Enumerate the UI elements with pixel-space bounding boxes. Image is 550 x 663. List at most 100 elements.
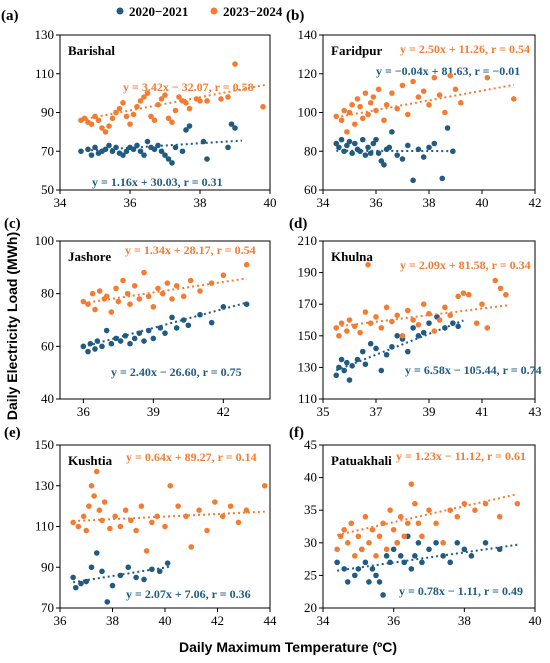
data-point-2023-2024	[212, 499, 218, 505]
data-point-2023-2024	[408, 481, 415, 487]
data-point-2020-2021	[362, 361, 369, 368]
data-point-2023-2024	[415, 94, 422, 100]
data-point-2020-2021	[444, 125, 451, 131]
data-point-2023-2024	[208, 280, 215, 286]
data-point-2020-2021	[420, 154, 427, 160]
data-point-2023-2024	[169, 296, 175, 302]
data-point-2020-2021	[149, 566, 155, 573]
data-point-2023-2024	[394, 540, 401, 546]
data-point-2020-2021	[92, 346, 98, 352]
data-point-2023-2024	[442, 304, 448, 311]
data-point-2020-2021	[72, 584, 79, 591]
data-point-2020-2021	[381, 162, 387, 168]
data-point-2023-2024	[338, 117, 345, 124]
data-point-2020-2021	[394, 333, 401, 339]
data-point-2023-2024	[243, 507, 250, 513]
data-point-2020-2021	[454, 540, 461, 546]
data-point-2023-2024	[447, 72, 454, 79]
data-point-2023-2024	[389, 318, 395, 325]
data-point-2023-2024	[80, 513, 87, 520]
data-point-2023-2024	[120, 277, 126, 284]
y-tick-label: 130	[298, 359, 318, 374]
data-point-2020-2021	[99, 343, 105, 350]
data-point-2023-2024	[115, 298, 122, 305]
data-point-2023-2024	[120, 100, 126, 106]
data-point-2020-2021	[359, 348, 366, 355]
data-point-2020-2021	[373, 572, 379, 579]
data-point-2023-2024	[442, 109, 448, 116]
data-point-2023-2024	[352, 553, 358, 559]
data-point-2020-2021	[92, 144, 98, 151]
x-tick-label: 38	[423, 195, 436, 210]
data-point-2020-2021	[415, 540, 422, 546]
data-point-2020-2021	[399, 156, 406, 162]
data-point-2023-2024	[365, 261, 371, 268]
trend-line-2023-2024	[336, 83, 514, 119]
x-tick-label: 36	[77, 404, 91, 419]
data-point-2023-2024	[479, 301, 485, 308]
x-tick-label: 39	[147, 404, 160, 419]
data-point-2023-2024	[399, 82, 406, 89]
data-point-2023-2024	[145, 293, 152, 300]
data-point-2020-2021	[359, 136, 366, 143]
data-point-2023-2024	[227, 503, 234, 509]
data-point-2020-2021	[169, 160, 175, 166]
plot-frame	[322, 34, 536, 191]
data-point-2020-2021	[383, 553, 390, 559]
y-tick-label: 50	[41, 182, 54, 197]
data-point-2023-2024	[458, 100, 464, 106]
data-point-2023-2024	[99, 125, 105, 131]
data-point-2023-2024	[81, 115, 88, 122]
data-point-2023-2024	[378, 325, 385, 331]
data-point-2020-2021	[447, 559, 454, 566]
y-tick-label: 70	[41, 143, 54, 158]
y-tick-label: 130	[35, 27, 55, 42]
data-point-2020-2021	[408, 566, 415, 572]
data-point-2020-2021	[85, 348, 91, 355]
data-point-2023-2024	[431, 74, 438, 81]
trend-line-2023-2024	[336, 304, 509, 328]
data-point-2020-2021	[228, 121, 235, 127]
data-point-2020-2021	[397, 553, 404, 559]
data-point-2023-2024	[196, 507, 202, 513]
data-point-2023-2024	[122, 507, 129, 513]
data-point-2023-2024	[141, 269, 147, 276]
data-point-2023-2024	[344, 129, 350, 135]
legend: 2020−2021 2023−2024	[116, 4, 283, 19]
data-point-2020-2021	[433, 540, 439, 546]
data-point-2023-2024	[440, 540, 446, 546]
data-point-2023-2024	[359, 546, 365, 553]
data-point-2023-2024	[106, 123, 112, 129]
data-point-2023-2024	[431, 328, 438, 334]
data-point-2020-2021	[151, 146, 158, 153]
data-point-2020-2021	[141, 576, 147, 583]
y-tick-label: 25	[304, 567, 317, 582]
panel-label: (b)	[286, 8, 304, 24]
data-point-2023-2024	[89, 290, 96, 297]
y-tick-label: 100	[35, 233, 55, 248]
data-point-2020-2021	[387, 559, 393, 566]
data-point-2023-2024	[180, 293, 187, 300]
data-point-2023-2024	[131, 282, 138, 289]
y-tick-label: 140	[298, 27, 318, 42]
panel-jashore: 40 60 80 100 36 39 42 y = 2.40x − 26.60, r = 0.…	[4, 216, 271, 419]
data-point-2020-2021	[369, 566, 376, 572]
data-point-2020-2021	[183, 127, 189, 133]
data-point-2023-2024	[167, 482, 174, 489]
data-point-2020-2021	[169, 314, 175, 321]
y-tick-label: 130	[35, 478, 55, 493]
data-point-2023-2024	[138, 503, 145, 509]
data-point-2023-2024	[362, 309, 369, 315]
data-point-2023-2024	[376, 533, 383, 540]
x-tick-label: 42	[211, 613, 224, 628]
data-point-2020-2021	[162, 152, 168, 158]
y-tick-label: 30	[304, 535, 317, 550]
x-tick-label: 40	[529, 613, 542, 628]
data-point-2023-2024	[420, 88, 427, 94]
data-point-2020-2021	[366, 579, 372, 585]
data-point-2020-2021	[103, 327, 110, 334]
data-point-2023-2024	[137, 98, 144, 104]
x-tick-label: 36	[370, 195, 384, 210]
x-tick-label: 41	[476, 404, 489, 419]
city-label: Patuakhali	[331, 453, 392, 468]
